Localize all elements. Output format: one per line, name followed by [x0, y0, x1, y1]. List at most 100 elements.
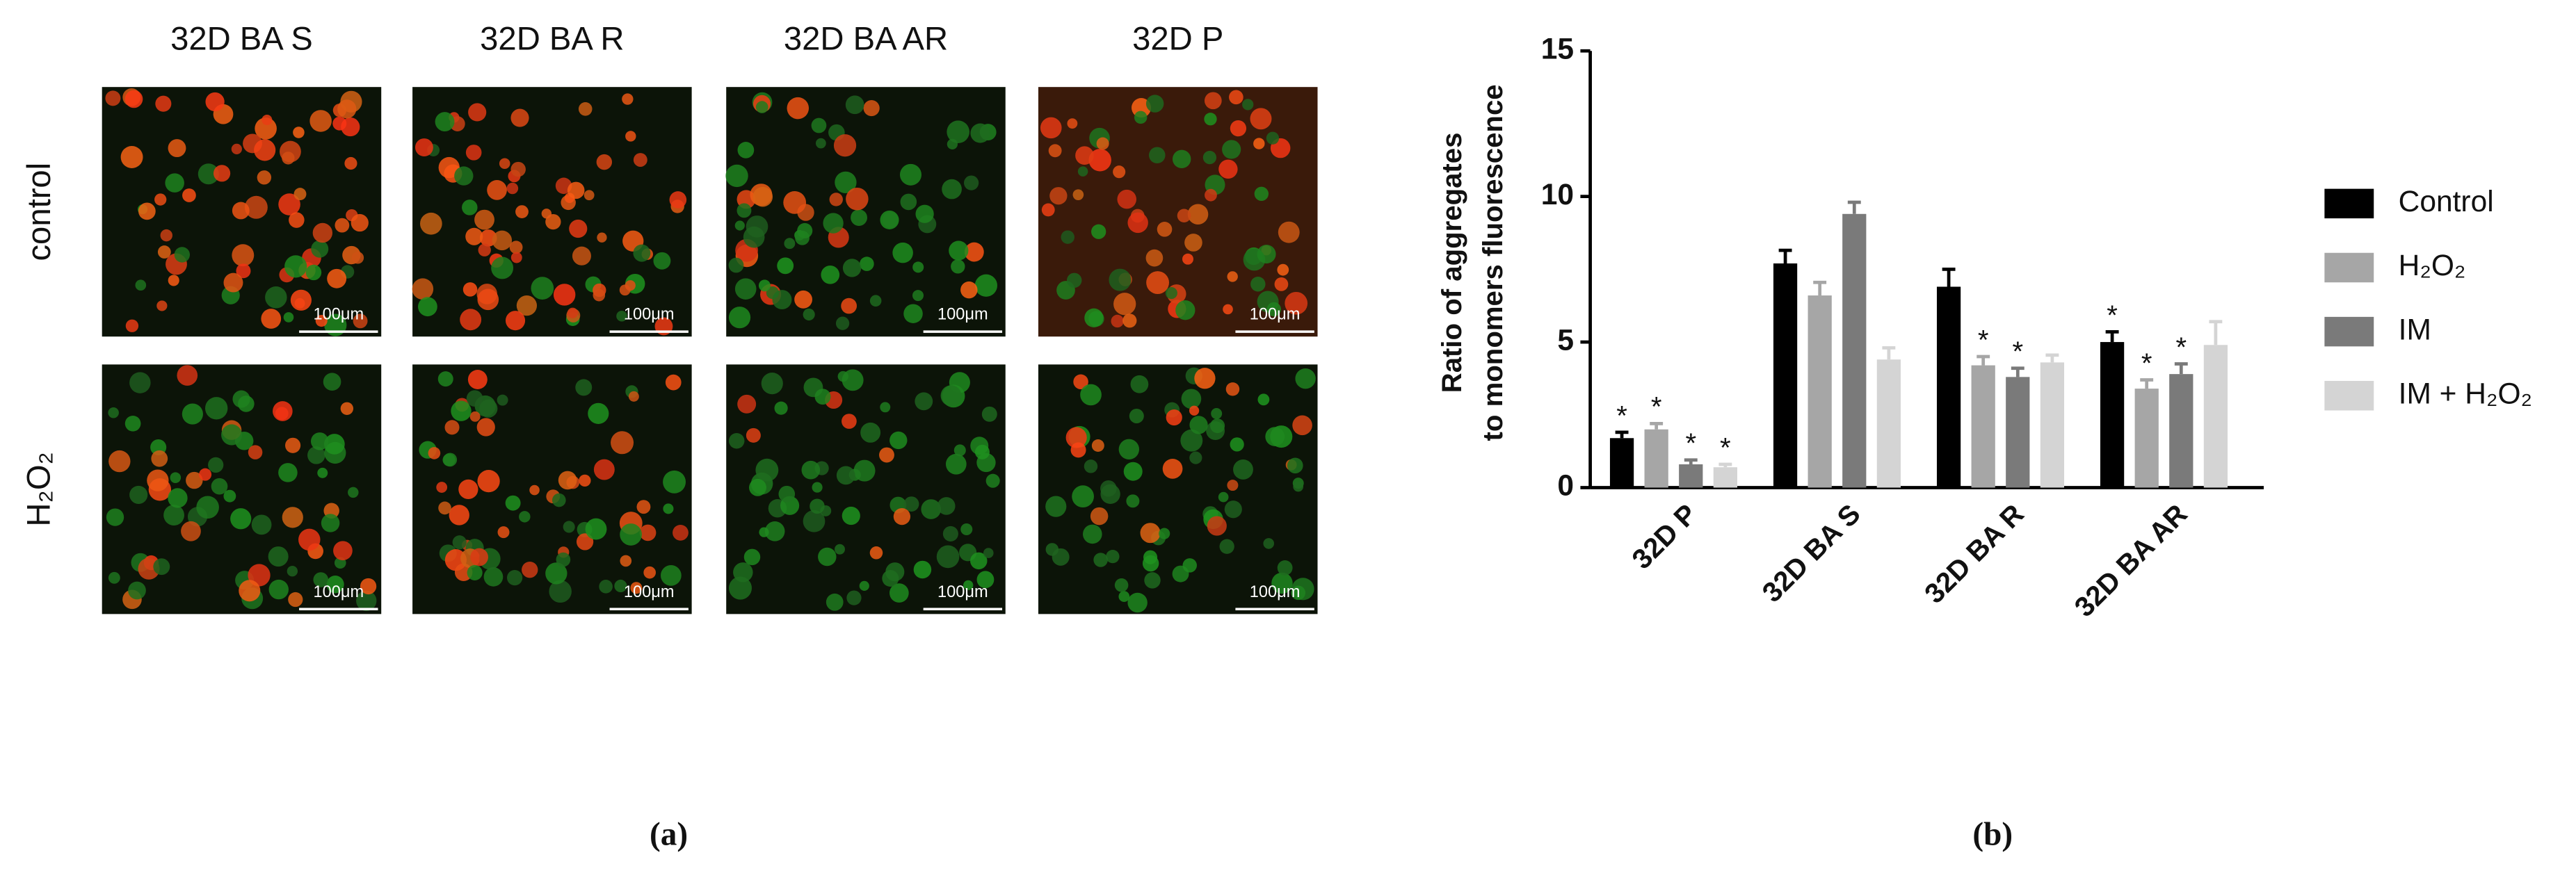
cell — [1067, 118, 1078, 129]
cell — [414, 138, 433, 157]
cell — [1210, 418, 1225, 434]
column-label: 32D BA AR — [784, 21, 948, 58]
cell — [841, 298, 857, 314]
cell — [981, 406, 997, 422]
cell — [465, 145, 482, 161]
error-bar — [1615, 430, 1629, 439]
cell — [163, 505, 184, 525]
cell — [588, 402, 609, 424]
cell — [752, 186, 773, 207]
cell — [213, 165, 231, 182]
cell — [254, 139, 276, 161]
cell — [942, 525, 958, 541]
cell — [636, 500, 651, 514]
cell — [1225, 382, 1240, 396]
cell — [476, 418, 495, 437]
cell — [829, 193, 843, 206]
cell — [1204, 92, 1222, 110]
cell — [351, 213, 369, 232]
cell — [597, 232, 607, 243]
cell — [545, 213, 561, 230]
column-label: 32D BA R — [480, 21, 624, 58]
cell — [812, 482, 823, 493]
bar — [1936, 286, 1961, 488]
cell — [833, 134, 857, 157]
cell — [673, 524, 689, 541]
cell — [1106, 549, 1120, 564]
error-bar — [2105, 330, 2119, 343]
cell — [505, 495, 521, 511]
cell — [1149, 147, 1166, 164]
cell — [1222, 140, 1241, 159]
cell — [108, 571, 120, 584]
cell — [469, 411, 481, 422]
cell — [1127, 592, 1148, 613]
cell — [154, 193, 167, 206]
scale-bar-label: 100μm — [624, 583, 675, 601]
cell — [333, 541, 353, 561]
cell — [477, 288, 499, 311]
cell — [522, 561, 538, 578]
cell — [479, 399, 498, 418]
cell — [736, 203, 752, 218]
cell — [160, 229, 172, 242]
cell — [880, 402, 891, 413]
cell — [1144, 572, 1161, 589]
cell — [869, 546, 883, 560]
significance-mark: * — [1616, 400, 1627, 431]
cell — [1143, 550, 1158, 564]
cell — [186, 471, 203, 489]
cell — [951, 259, 965, 274]
cell — [815, 138, 826, 149]
cell — [1073, 374, 1088, 390]
cell — [428, 447, 441, 459]
cell — [1277, 560, 1293, 576]
cell — [947, 120, 969, 143]
cell — [1229, 90, 1243, 105]
scale-bar-label: 100μm — [313, 583, 364, 601]
cell — [596, 154, 613, 170]
significance-mark: * — [2012, 336, 2023, 367]
cell — [915, 392, 933, 411]
y-axis-label: Ratio of aggregates — [1436, 133, 1467, 393]
cell — [307, 446, 325, 464]
cell — [129, 485, 148, 505]
cell — [1182, 558, 1197, 573]
cell — [860, 422, 881, 443]
cell — [1189, 416, 1208, 434]
bar — [1609, 438, 1634, 488]
caption: (a) — [650, 816, 688, 852]
legend-swatch — [2324, 188, 2374, 219]
cell — [108, 407, 119, 418]
cell — [976, 571, 995, 589]
cell — [1111, 314, 1124, 328]
cell — [1084, 459, 1098, 473]
cell — [665, 374, 682, 391]
cell — [265, 286, 287, 309]
cell — [466, 390, 483, 407]
bar — [2100, 342, 2125, 488]
cell — [181, 521, 201, 541]
cell — [285, 437, 301, 453]
cell — [810, 498, 825, 514]
cell — [168, 139, 186, 158]
error-bar — [1718, 462, 1732, 468]
cell — [628, 391, 639, 402]
cell — [165, 173, 184, 193]
cell — [311, 240, 329, 258]
cell — [940, 385, 962, 407]
cell — [1227, 480, 1239, 491]
cell — [356, 590, 377, 611]
cell — [903, 496, 919, 512]
cell — [198, 163, 219, 185]
cell — [205, 92, 225, 112]
cell — [625, 280, 636, 291]
cell — [622, 93, 634, 105]
cell — [516, 295, 538, 316]
cell — [541, 209, 552, 219]
cell — [506, 182, 519, 195]
cell — [289, 212, 305, 228]
cell — [633, 244, 651, 262]
cell — [515, 205, 529, 218]
